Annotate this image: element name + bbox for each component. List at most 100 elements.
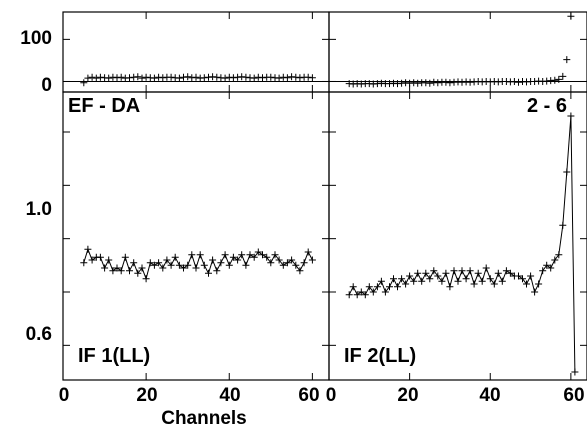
- data-point-phase-if1: [175, 74, 183, 82]
- data-point-amp-if2: [390, 275, 397, 283]
- data-point-phase-if2: [559, 72, 567, 80]
- data-point-amp-if1: [142, 275, 150, 283]
- data-point-amp-if2: [450, 267, 458, 275]
- x-tick-label-col0-0: 0: [59, 385, 70, 406]
- data-point-amp-if2: [381, 288, 389, 296]
- data-point-phase-if1: [283, 74, 291, 82]
- panel-frame-amp-if2: [328, 91, 587, 381]
- data-point-amp-if1: [209, 256, 217, 264]
- data-point-phase-if2: [515, 78, 522, 86]
- data-point-amp-if2: [369, 288, 377, 296]
- data-point-phase-if1: [308, 74, 316, 82]
- panel-label-amp-if2: IF 2(LL): [344, 345, 416, 367]
- data-point-amp-if2: [406, 272, 414, 280]
- data-point-amp-if1: [217, 259, 225, 267]
- data-point-amp-if1: [300, 259, 308, 267]
- data-point-amp-if1: [246, 251, 254, 259]
- data-point-amp-if2: [357, 288, 365, 296]
- data-point-amp-if1: [259, 251, 266, 259]
- data-point-amp-if1: [126, 267, 133, 275]
- y-tick-label-phase-0: 0: [41, 75, 52, 96]
- data-point-amp-if1: [175, 261, 183, 269]
- data-point-amp-if1: [200, 261, 208, 269]
- data-point-amp-if2: [571, 368, 579, 376]
- data-point-phase-if1: [221, 74, 229, 82]
- data-point-amp-if1: [271, 251, 279, 259]
- panels: EF - DA 2 - 6 IF 1(LL) IF 2(LL): [62, 11, 587, 381]
- data-point-amp-if2: [398, 275, 406, 283]
- data-point-amp-if2: [559, 221, 567, 229]
- data-point-amp-if1: [180, 264, 187, 272]
- panel-frame-amp-if1: [62, 91, 330, 381]
- data-point-amp-if2: [551, 256, 559, 264]
- data-point-amp-if1: [279, 261, 287, 269]
- data-point-amp-if2: [434, 272, 442, 280]
- tick-labels: 100 0 1.0 0.6 0 20 40 60 0 20 40 60 Chan…: [20, 28, 584, 429]
- data-point-amp-if2: [535, 280, 543, 288]
- data-point-phase-if1: [117, 73, 125, 81]
- data-point-amp-if1: [221, 251, 229, 259]
- data-point-phase-if1: [184, 73, 192, 81]
- data-point-amp-if2: [394, 283, 401, 291]
- data-point-amp-if1: [205, 269, 212, 277]
- x-tick-label-col1-60: 60: [563, 385, 584, 406]
- data-point-amp-if1: [109, 267, 117, 275]
- data-point-amp-if1: [254, 248, 262, 256]
- data-point-amp-if1: [167, 261, 175, 269]
- x-tick-label-col0-60: 60: [298, 385, 319, 406]
- data-point-amp-if1: [138, 264, 146, 272]
- data-point-amp-if2: [478, 277, 486, 285]
- data-point-amp-if1: [213, 267, 221, 275]
- data-point-amp-if2: [454, 277, 462, 285]
- data-point-amp-if1: [308, 256, 316, 264]
- data-point-amp-if1: [105, 256, 113, 264]
- data-point-amp-if2: [446, 283, 454, 291]
- x-tick-label-col1-0: 0: [326, 385, 337, 406]
- data-point-amp-if1: [283, 259, 291, 267]
- data-point-phase-if1: [250, 74, 258, 82]
- data-point-amp-if2: [474, 269, 482, 277]
- data-point-amp-if1: [263, 253, 271, 261]
- data-point-amp-if1: [242, 261, 250, 269]
- data-point-amp-if1: [117, 267, 125, 275]
- y-tick-label-amp-1-0: 1.0: [26, 199, 52, 220]
- data-point-amp-if2: [466, 267, 474, 275]
- data-point-amp-if1: [88, 256, 96, 264]
- data-point-amp-if2: [567, 112, 575, 120]
- data-point-amp-if2: [349, 283, 357, 291]
- data-point-amp-if2: [422, 269, 430, 277]
- data-point-amp-if1: [275, 256, 283, 264]
- data-point-amp-if1: [296, 267, 304, 275]
- data-point-phase-if1: [92, 74, 100, 82]
- data-point-phase-if1: [134, 73, 142, 81]
- data-point-amp-if2: [498, 277, 506, 285]
- data-point-amp-if1: [171, 253, 179, 261]
- data-point-amp-if2: [490, 280, 498, 288]
- data-point-phase-if2: [510, 78, 518, 85]
- data-point-amp-if2: [515, 272, 522, 280]
- data-point-amp-if2: [377, 277, 385, 285]
- panel-amp-if2: IF 2(LL): [328, 91, 587, 381]
- data-point-amp-if1: [121, 253, 129, 261]
- data-point-amp-if2: [555, 251, 563, 259]
- data-point-amp-if2: [386, 283, 393, 291]
- data-point-phase-if1: [150, 74, 158, 82]
- panel-amp-if1: IF 1(LL): [62, 91, 330, 381]
- x-tick-label-col0-40: 40: [219, 385, 240, 406]
- data-point-amp-if1: [184, 261, 192, 269]
- data-point-amp-if2: [482, 264, 490, 272]
- data-point-amp-if2: [527, 272, 535, 280]
- data-point-amp-if1: [130, 259, 138, 267]
- data-point-amp-if1: [84, 245, 92, 253]
- data-point-amp-if1: [229, 253, 237, 261]
- data-point-amp-if2: [494, 269, 502, 277]
- data-point-amp-if1: [192, 264, 200, 272]
- data-point-amp-if2: [462, 275, 470, 283]
- data-point-amp-if2: [410, 277, 418, 285]
- data-point-amp-if1: [196, 251, 204, 259]
- data-point-amp-if2: [426, 275, 434, 283]
- data-point-phase-if2: [563, 56, 571, 64]
- data-point-amp-if2: [519, 275, 526, 283]
- data-point-amp-if1: [304, 248, 312, 256]
